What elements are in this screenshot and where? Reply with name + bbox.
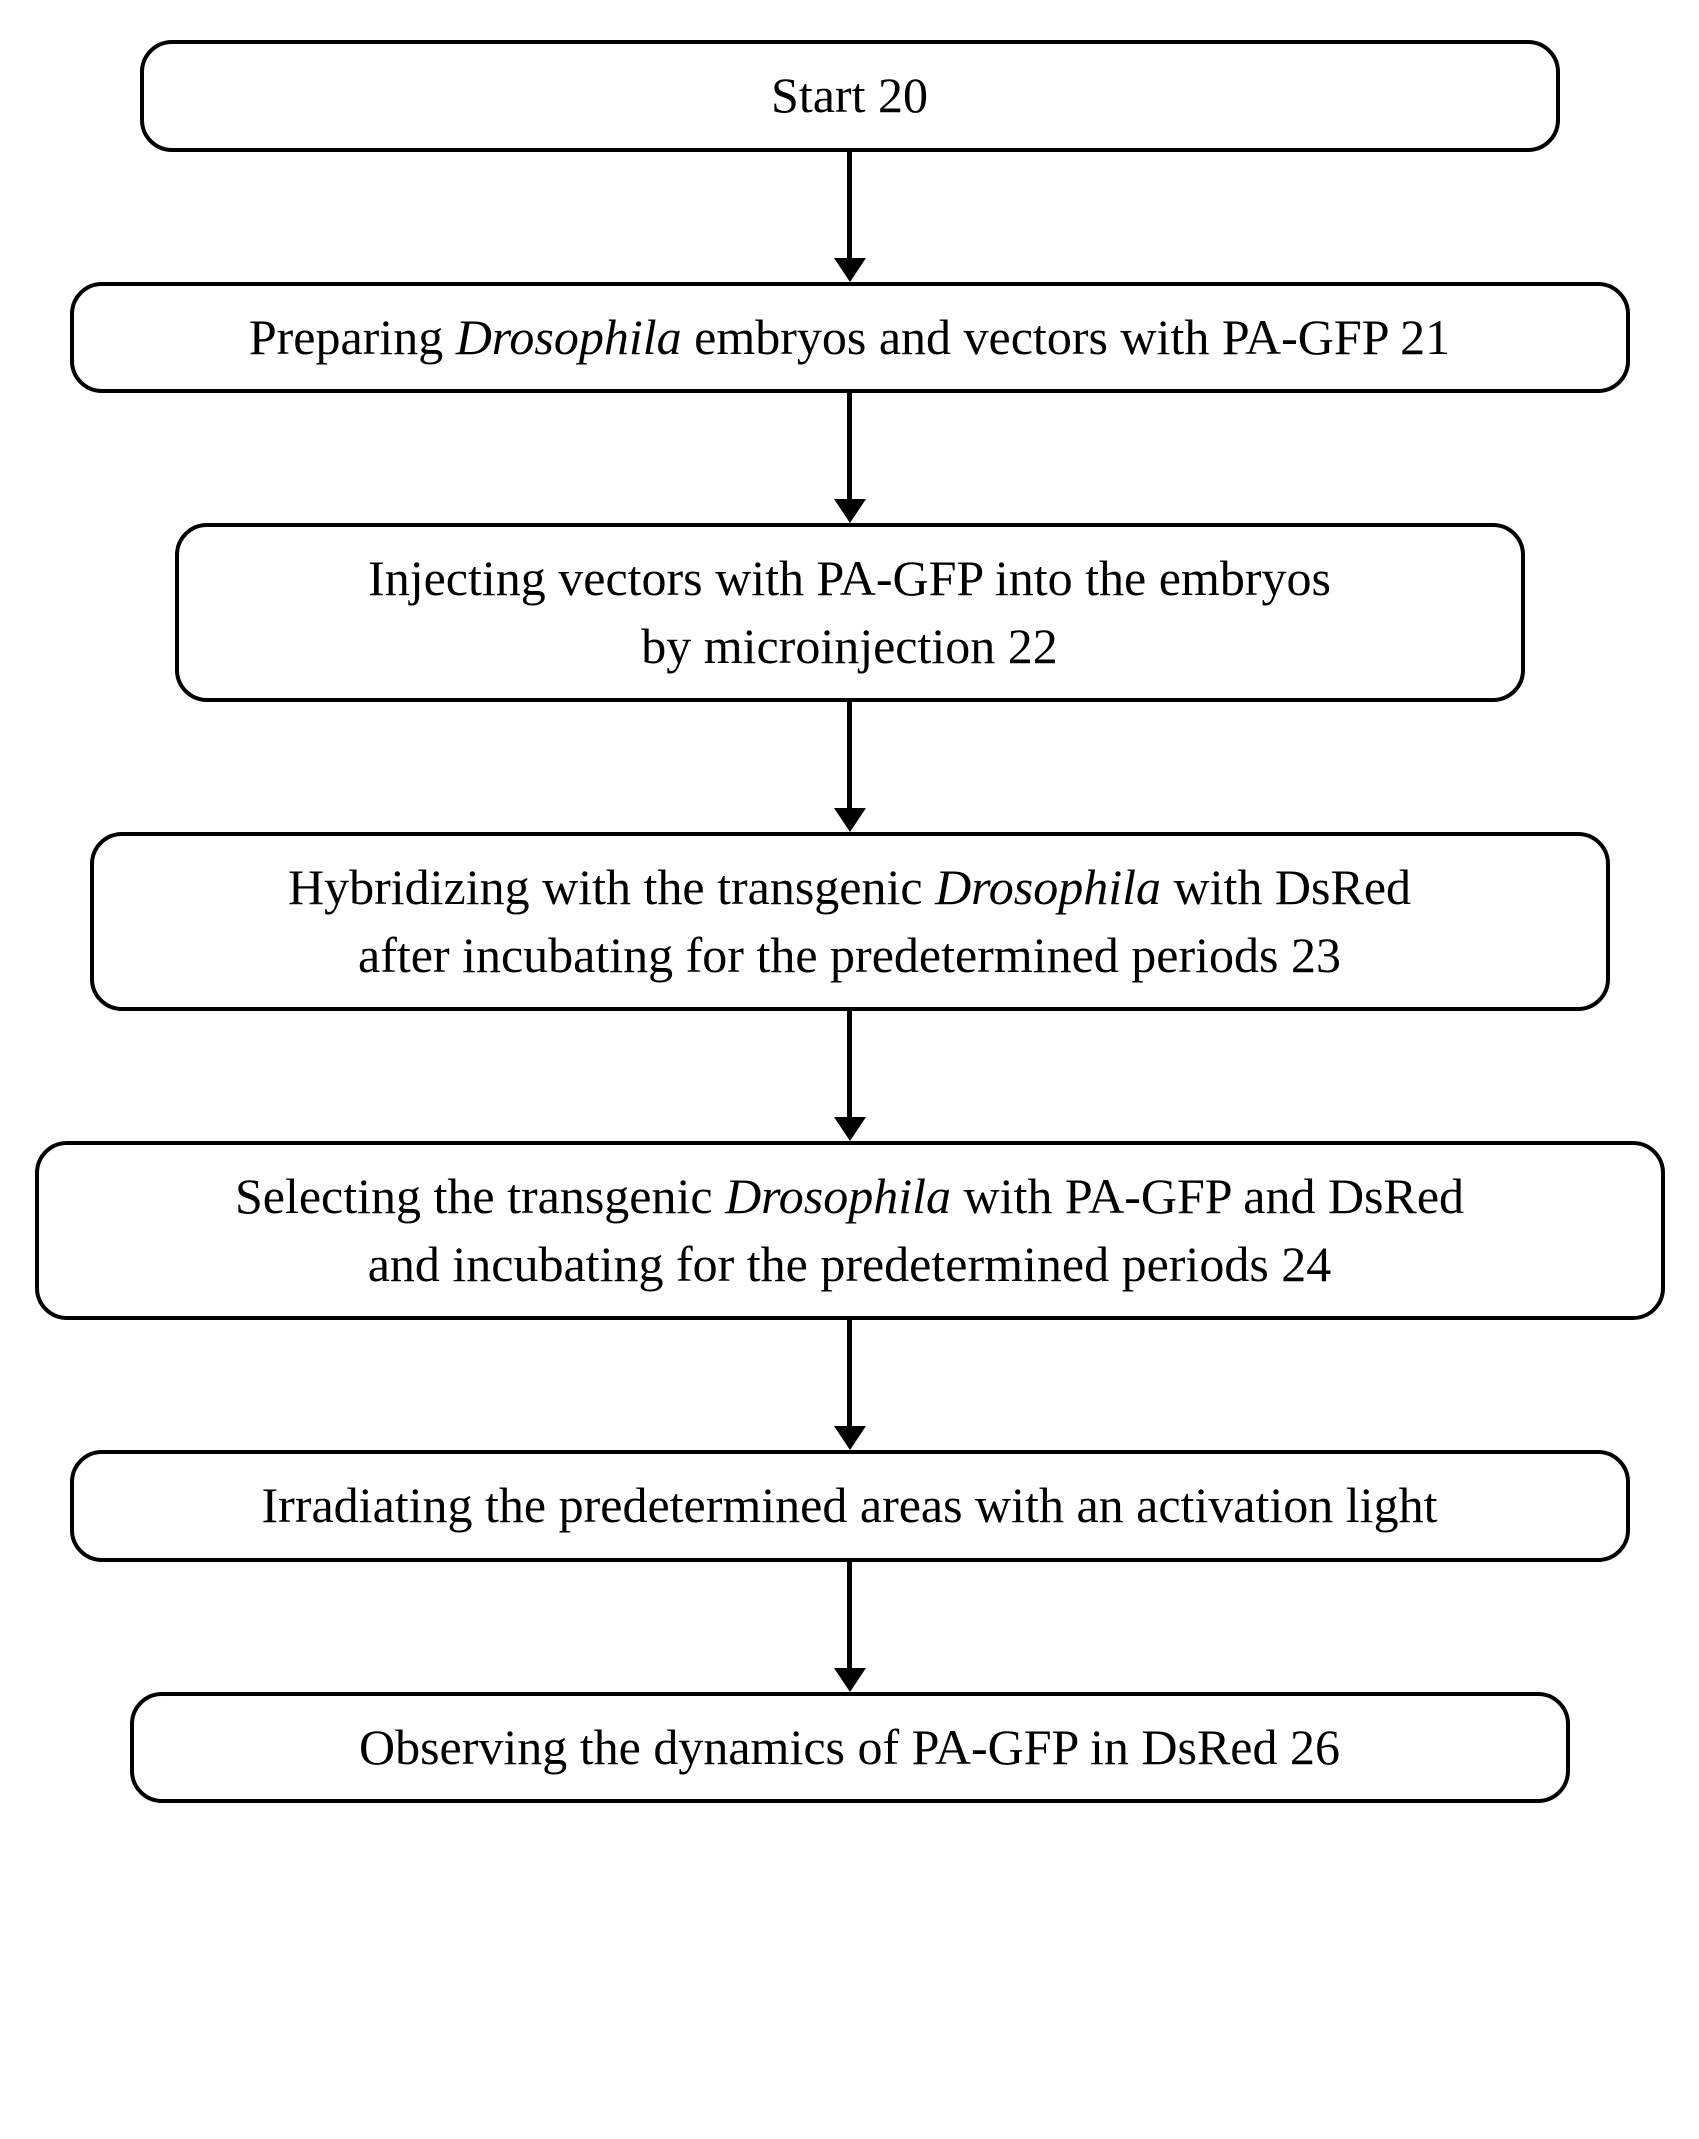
node-text-segment: Hybridizing with the transgenic — [288, 859, 935, 915]
arrow-shaft — [847, 1562, 852, 1669]
node-text-segment: with PA-GFP and DsRed — [951, 1168, 1464, 1224]
flowchart-arrow — [834, 393, 866, 523]
flowchart-node-n22: Injecting vectors with PA-GFP into the e… — [175, 523, 1525, 702]
arrow-shaft — [847, 1011, 852, 1118]
flowchart-node-n23: Hybridizing with the transgenic Drosophi… — [90, 832, 1610, 1011]
arrow-head-icon — [834, 808, 866, 832]
arrow-shaft — [847, 702, 852, 809]
node-text-segment: Drosophila — [456, 309, 682, 365]
flowchart-container: Start 20 Preparing Drosophila embryos and… — [30, 40, 1669, 1803]
flowchart-arrow — [834, 702, 866, 832]
flowchart-node-n24: Selecting the transgenic Drosophila with… — [35, 1141, 1665, 1320]
node-text-segment: Start 20 — [771, 67, 928, 123]
flowchart-arrow — [834, 1562, 866, 1692]
flowchart-arrow — [834, 1320, 866, 1450]
flowchart-node-n20: Start 20 — [140, 40, 1560, 152]
node-text-segment: Irradiating the predetermined areas with… — [262, 1477, 1438, 1533]
flowchart-arrow — [834, 152, 866, 282]
arrow-shaft — [847, 1320, 852, 1427]
flowchart-arrow — [834, 1011, 866, 1141]
node-text-segment: after incubating for the predetermined p… — [358, 927, 1341, 983]
arrow-head-icon — [834, 1668, 866, 1692]
node-text-segment: Preparing — [249, 309, 456, 365]
arrow-shaft — [847, 152, 852, 259]
arrow-head-icon — [834, 1426, 866, 1450]
arrow-shaft — [847, 393, 852, 500]
arrow-head-icon — [834, 258, 866, 282]
node-text-segment: Drosophila — [935, 859, 1161, 915]
node-text-segment: Drosophila — [725, 1168, 951, 1224]
node-text-segment: with DsRed — [1161, 859, 1411, 915]
flowchart-node-n26: Observing the dynamics of PA-GFP in DsRe… — [130, 1692, 1570, 1804]
arrow-head-icon — [834, 1117, 866, 1141]
node-text-segment: and incubating for the predetermined per… — [368, 1236, 1332, 1292]
node-text-segment: Observing the dynamics of PA-GFP in DsRe… — [359, 1719, 1340, 1775]
node-text-segment: Injecting vectors with PA-GFP into the e… — [368, 550, 1331, 606]
node-text-segment: Selecting the transgenic — [235, 1168, 725, 1224]
node-text-segment: embryos and vectors with PA-GFP 21 — [682, 309, 1451, 365]
flowchart-node-n21: Preparing Drosophila embryos and vectors… — [70, 282, 1630, 394]
flowchart-node-n25: Irradiating the predetermined areas with… — [70, 1450, 1630, 1562]
node-text-segment: by microinjection 22 — [641, 618, 1058, 674]
arrow-head-icon — [834, 499, 866, 523]
